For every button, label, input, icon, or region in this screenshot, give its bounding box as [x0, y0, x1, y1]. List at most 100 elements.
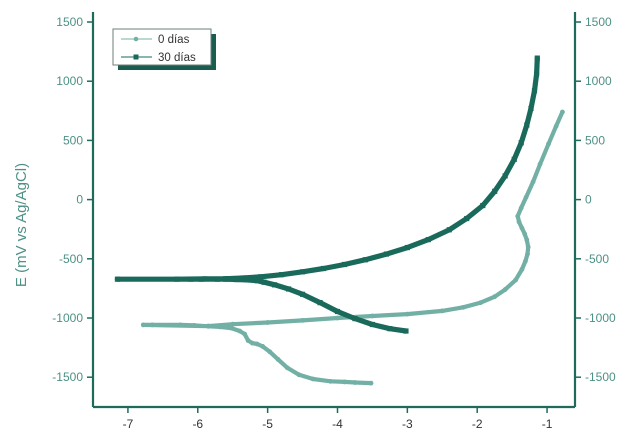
data-point: [228, 325, 234, 331]
data-point: [362, 257, 369, 263]
data-point: [546, 141, 551, 147]
x-tick-label: -3: [402, 417, 413, 431]
data-point: [534, 55, 540, 61]
data-point: [524, 237, 530, 243]
data-point: [296, 372, 302, 378]
data-point: [492, 188, 498, 194]
data-point: [519, 267, 525, 272]
ticks: -7 -6 -5 -4 -3 -2 -1 1500 1500 1000 1000 500 500 0 0 -5…: [52, 15, 616, 431]
y-tick-label-right: 1500: [585, 15, 612, 29]
data-point: [480, 202, 486, 209]
y-tick-label-left: -1500: [52, 370, 83, 384]
data-point: [439, 308, 445, 314]
y-tick-label-left: -1000: [52, 311, 83, 325]
data-point: [198, 276, 204, 282]
legend: 0 días 30 días: [112, 28, 216, 70]
data-point: [334, 308, 341, 315]
y-tick-label-right: -500: [585, 252, 609, 266]
data-point: [525, 251, 530, 257]
data-point: [404, 311, 410, 317]
data-point: [341, 261, 348, 268]
data-point: [261, 279, 267, 285]
data-point: [230, 321, 236, 327]
data-point: [245, 338, 251, 343]
data-point: [492, 294, 498, 300]
data-point: [403, 328, 409, 334]
data-point: [317, 300, 323, 306]
data-point: [177, 322, 183, 328]
data-point: [272, 282, 278, 288]
data-point: [258, 274, 264, 280]
data-point: [285, 286, 292, 292]
legend-box: [112, 28, 212, 66]
legend-label-0-dias: 0 días: [158, 34, 190, 46]
data-point: [537, 161, 543, 167]
x-tick-label: -5: [262, 417, 273, 431]
x-tick-label: -2: [472, 417, 483, 431]
data-point: [530, 179, 536, 185]
legend-label-30-dias: 30 días: [158, 52, 196, 64]
y-tick-label-right: 500: [585, 133, 605, 147]
data-point: [352, 380, 358, 385]
y-tick-label-right: -1500: [585, 370, 616, 384]
data-point: [533, 71, 540, 77]
data-point: [523, 258, 528, 264]
data-point: [524, 122, 530, 128]
data-point: [523, 194, 529, 200]
y-tick-label-left: 500: [63, 133, 83, 147]
data-point: [522, 231, 528, 237]
data-point: [320, 265, 327, 272]
data-point: [525, 244, 531, 250]
data-point: [342, 379, 347, 385]
axes: [91, 12, 577, 409]
y-tick-label-left: 1500: [56, 15, 83, 29]
data-point: [214, 276, 220, 282]
data-point: [242, 331, 247, 337]
data-point: [368, 380, 374, 386]
data-point: [284, 365, 290, 371]
data-point: [310, 376, 316, 382]
series-line-0-dias: [141, 109, 565, 386]
data-point: [515, 213, 521, 219]
data-point: [553, 123, 559, 129]
plot-area: [114, 55, 565, 386]
data-point: [519, 225, 525, 231]
legend-marker-30-dias: [133, 54, 139, 60]
x-tick-label: -1: [542, 417, 553, 431]
data-point: [446, 227, 452, 233]
x-tick-label: -6: [192, 417, 203, 431]
data-point: [335, 315, 340, 321]
data-point: [478, 300, 484, 306]
data-point: [352, 315, 358, 322]
data-point: [254, 341, 260, 347]
data-point: [518, 140, 524, 146]
data-point: [233, 276, 239, 283]
y-axis-title: E (mV vs Ag/AgCl): [13, 163, 30, 287]
y-tick-label-right: 0: [585, 193, 592, 207]
data-point: [516, 219, 522, 225]
y-tick-label-left: 0: [76, 193, 83, 207]
data-point: [240, 275, 246, 281]
y-tick-label-left: -500: [59, 252, 83, 266]
data-point: [299, 269, 306, 275]
data-point: [174, 276, 180, 282]
data-point: [254, 278, 260, 284]
data-point: [217, 324, 223, 330]
data-point: [369, 321, 376, 328]
x-tick-label: -7: [123, 417, 134, 431]
data-point: [528, 105, 534, 112]
data-point: [279, 272, 285, 278]
y-tick-label-right: -1000: [585, 311, 616, 325]
data-point: [531, 88, 538, 94]
data-point: [275, 357, 281, 362]
legend-marker-0-dias: [133, 36, 139, 42]
series-line-30-dias: [114, 55, 540, 334]
data-point: [191, 322, 197, 328]
data-point: [300, 317, 305, 323]
series-0-dias: [140, 109, 565, 386]
data-point: [383, 251, 389, 257]
data-point: [502, 287, 508, 292]
data-point: [425, 237, 431, 243]
y-tick-label-left: 1000: [56, 74, 83, 88]
data-point: [460, 304, 466, 310]
